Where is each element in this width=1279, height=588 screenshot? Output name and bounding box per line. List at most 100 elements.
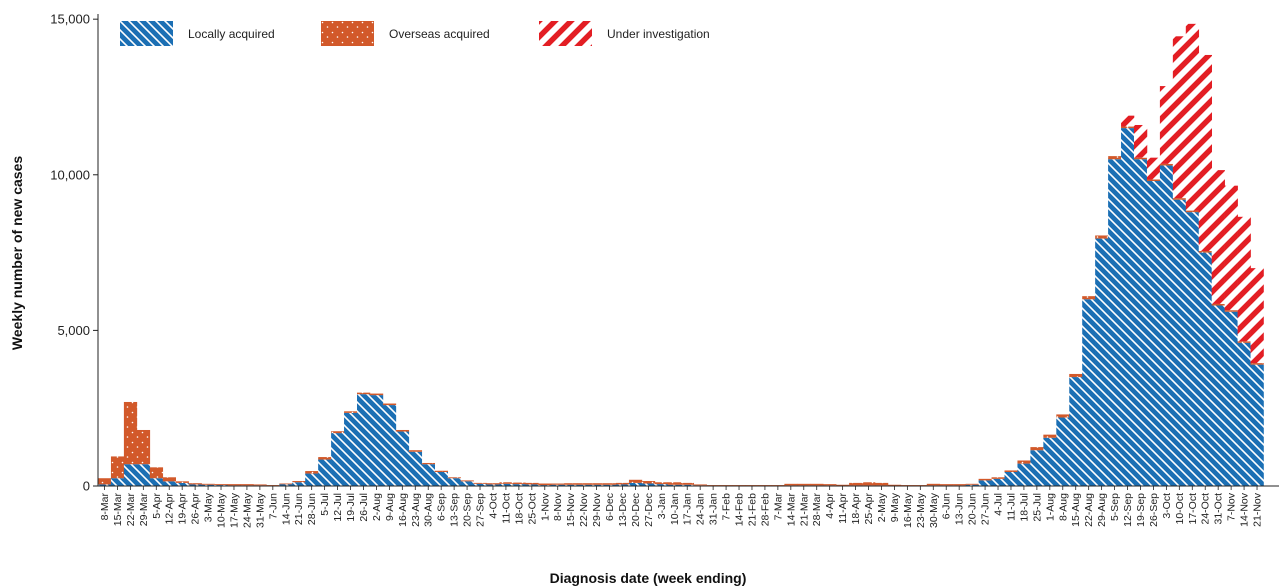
bar-overseas-acquired-4-oct xyxy=(486,483,500,485)
bar-overseas-acquired-27-dec xyxy=(641,481,656,484)
x-tick-label: 2-May xyxy=(876,492,888,522)
bar-overseas-acquired-6-jun xyxy=(939,484,953,486)
bar-locally-acquired-12-sep xyxy=(1121,128,1135,486)
bar-locally-acquired-3-jan xyxy=(654,484,669,486)
bar-locally-acquired-21-jun xyxy=(292,482,306,486)
bar-overseas-acquired-9-may xyxy=(887,484,902,486)
x-tick-label: 19-Jul xyxy=(345,493,357,522)
x-tick-label: 26-Sep xyxy=(1148,493,1160,527)
x-tick-label: 15-Mar xyxy=(112,493,124,527)
x-tick-label: 13-Jun xyxy=(954,493,966,525)
x-tick-label: 15-Aug xyxy=(1070,493,1082,527)
x-tick-label: 7-Jun xyxy=(267,493,279,519)
bar-under-investigation-14-nov xyxy=(1237,216,1251,342)
bar-locally-acquired-8-nov xyxy=(551,484,565,486)
bar-overseas-acquired-19-sep xyxy=(1134,157,1148,160)
bar-overseas-acquired-28-mar xyxy=(810,483,824,486)
x-axis-title: Diagnosis date (week ending) xyxy=(550,570,747,586)
bar-locally-acquired-19-apr xyxy=(175,482,189,486)
x-tick-label: 14-Nov xyxy=(1239,492,1251,527)
bar-locally-acquired-16-aug xyxy=(395,431,410,486)
bar-overseas-acquired-20-sep xyxy=(460,480,474,482)
bar-overseas-acquired-6-sep xyxy=(434,470,448,472)
bar-locally-acquired-24-oct xyxy=(1198,252,1212,486)
x-tick-label: 6-Dec xyxy=(604,493,616,521)
bar-overseas-acquired-4-apr xyxy=(823,484,837,486)
bar-locally-acquired-19-jul xyxy=(344,412,358,486)
bar-overseas-acquired-14-jun xyxy=(279,483,293,485)
bar-overseas-acquired-2-aug xyxy=(369,393,384,396)
x-tick-label: 21-Mar xyxy=(798,493,810,527)
bar-overseas-acquired-7-feb xyxy=(719,485,733,486)
y-tick-label: 15,000 xyxy=(50,12,90,27)
bar-overseas-acquired-28-jun xyxy=(305,471,319,474)
bar-locally-acquired-10-jan xyxy=(667,484,682,486)
bar-overseas-acquired-23-aug xyxy=(408,450,423,452)
x-tick-label: 24-Oct xyxy=(1200,493,1212,525)
bar-overseas-acquired-24-may xyxy=(240,484,254,486)
bar-overseas-acquired-16-aug xyxy=(395,429,410,432)
x-tick-label: 16-May xyxy=(902,492,914,528)
x-tick-label: 14-Feb xyxy=(734,493,746,526)
bar-locally-acquired-8-aug xyxy=(1056,417,1070,486)
x-tick-label: 1-Nov xyxy=(539,492,551,521)
x-tick-label: 28-Jun xyxy=(306,493,318,525)
x-tick-label: 14-Jun xyxy=(280,493,292,525)
bar-locally-acquired-3-may xyxy=(201,484,215,486)
x-tick-label: 2-Aug xyxy=(371,493,383,521)
bar-overseas-acquired-21-mar xyxy=(797,483,811,486)
x-tick-label: 18-Jul xyxy=(1018,493,1030,522)
x-tick-label: 28-Feb xyxy=(759,493,771,526)
bar-overseas-acquired-4-jul xyxy=(991,477,1005,479)
bar-overseas-acquired-5-apr xyxy=(149,467,164,479)
bar-overseas-acquired-27-sep xyxy=(473,482,487,484)
x-tick-label: 22-Nov xyxy=(578,492,590,527)
x-tick-label: 9-May xyxy=(889,492,901,522)
bar-locally-acquired-6-sep xyxy=(434,472,448,486)
bar-locally-acquired-13-dec xyxy=(616,484,630,486)
x-tick-label: 29-Aug xyxy=(1096,493,1108,527)
x-tick-label: 10-May xyxy=(216,492,228,528)
bar-locally-acquired-29-aug xyxy=(1095,238,1109,486)
bar-overseas-acquired-1-aug xyxy=(1043,434,1057,438)
bar-locally-acquired-19-sep xyxy=(1134,159,1148,486)
bar-overseas-acquired-20-dec xyxy=(628,479,643,483)
bar-locally-acquired-8-mar xyxy=(98,484,112,486)
bar-under-investigation-24-oct xyxy=(1198,54,1212,252)
bar-overseas-acquired-21-nov xyxy=(1250,363,1264,365)
x-tick-label: 17-Oct xyxy=(1187,493,1199,525)
bar-locally-acquired-3-oct xyxy=(1159,165,1174,486)
bar-under-investigation-31-oct xyxy=(1211,170,1225,304)
bar-overseas-acquired-13-sep xyxy=(447,477,461,479)
bar-locally-acquired-5-sep xyxy=(1108,159,1122,486)
y-tick-label: 0 xyxy=(83,479,90,494)
x-tick-label: 8-Mar xyxy=(99,492,111,520)
x-tick-label: 17-Jan xyxy=(682,493,694,525)
bar-locally-acquired-10-oct xyxy=(1172,199,1187,486)
bar-locally-acquired-17-oct xyxy=(1185,212,1200,486)
bar-locally-acquired-27-dec xyxy=(641,483,656,486)
x-tick-label: 27-Jun xyxy=(980,493,992,525)
bar-overseas-acquired-3-jan xyxy=(654,482,669,485)
x-tick-label: 21-Jun xyxy=(293,493,305,525)
bar-locally-acquired-25-oct xyxy=(525,484,539,486)
x-tick-label: 31-Oct xyxy=(1213,493,1225,525)
x-tick-label: 10-Jan xyxy=(669,493,681,525)
legend-item-locally-acquired: Locally acquired xyxy=(120,21,275,46)
legend-item-under-investigation: Under investigation xyxy=(539,21,710,46)
x-tick-label: 19-Sep xyxy=(1135,493,1147,527)
bar-overseas-acquired-29-nov xyxy=(590,483,604,485)
x-tick-label: 7-Nov xyxy=(1226,492,1238,521)
bar-locally-acquired-27-jun xyxy=(978,480,992,486)
x-tick-label: 9-Aug xyxy=(384,493,396,521)
bar-overseas-acquired-19-apr xyxy=(175,481,189,483)
bar-locally-acquired-4-jul xyxy=(991,478,1005,486)
bar-overseas-acquired-8-nov xyxy=(551,483,565,485)
bar-overseas-acquired-12-jul xyxy=(331,431,345,434)
x-tick-label: 5-Sep xyxy=(1109,493,1121,521)
bar-locally-acquired-20-sep xyxy=(460,481,474,486)
bar-overseas-acquired-24-oct xyxy=(1198,251,1212,253)
bar-locally-acquired-26-jul xyxy=(357,394,371,486)
x-tick-label: 25-Jul xyxy=(1031,493,1043,522)
